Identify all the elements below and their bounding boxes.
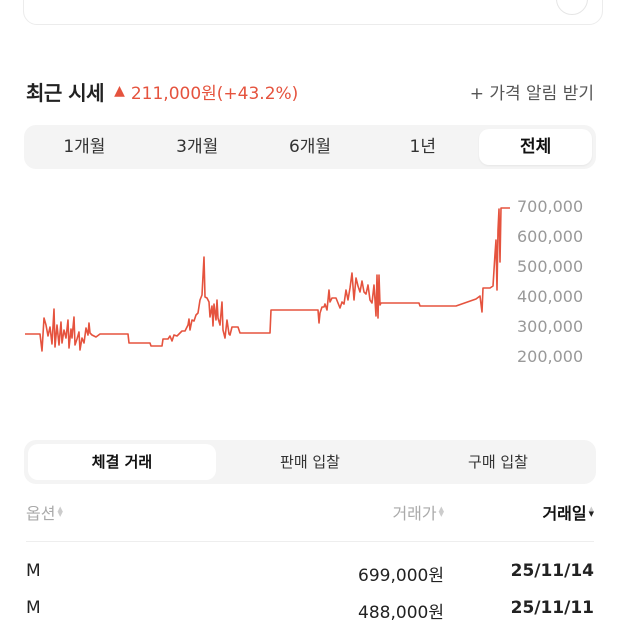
sort-icon: ▲ ▼ [438, 505, 444, 518]
row-date: 25/11/14 [510, 561, 594, 581]
price-chart[interactable] [0, 190, 620, 380]
tab-sell-bids[interactable]: 판매 입찰 [280, 453, 340, 471]
circle-button[interactable] [556, 0, 588, 15]
column-label: 거래일 [542, 504, 587, 523]
price-line [25, 207, 510, 352]
section-title: 최근 시세 [26, 80, 105, 105]
tab-all[interactable]: 전체 [479, 129, 592, 165]
column-label: 거래가 [392, 504, 437, 523]
row-date: 25/11/11 [510, 598, 594, 618]
table-divider [26, 541, 594, 542]
trade-tabs: 체결 거래 판매 입찰 구매 입찰 [24, 440, 596, 484]
tab-3-months[interactable]: 3개월 [176, 137, 219, 157]
column-header-option[interactable]: 옵션 ▲ ▼ [26, 500, 63, 524]
partial-text: ··· [46, 0, 62, 6]
up-triangle-icon: ▲ [114, 83, 125, 99]
column-header-date[interactable]: 거래일 ▲ ▼ [542, 500, 594, 524]
y-tick-600000: 600,000 [517, 227, 584, 246]
tab-1-year[interactable]: 1년 [409, 137, 437, 157]
recent-price-header: 최근 시세 ▲ 211,000원(+43.2%) + 가격 알림 받기 [26, 76, 594, 106]
period-tabs: 1개월 3개월 6개월 1년 전체 [24, 125, 596, 169]
row-option: M [26, 561, 41, 581]
y-tick-700000: 700,000 [517, 197, 584, 216]
tab-6-months[interactable]: 6개월 [288, 137, 332, 157]
price-alert-button[interactable]: + 가격 알림 받기 [469, 83, 594, 104]
y-tick-400000: 400,000 [517, 287, 584, 306]
sort-icon: ▲ ▼ [57, 505, 63, 518]
row-price: 699,000원 [358, 566, 444, 586]
sort-desc-icon: ▲ ▼ [588, 505, 594, 518]
tab-buy-bids[interactable]: 구매 입찰 [468, 453, 528, 471]
product-card-partial[interactable]: ··· [23, 0, 603, 25]
y-tick-300000: 300,000 [517, 317, 584, 336]
table-row: M 488,000원 25/11/11 [26, 598, 594, 624]
row-option: M [26, 598, 41, 618]
y-tick-500000: 500,000 [517, 257, 584, 276]
column-label: 옵션 [26, 504, 56, 523]
tab-completed-trades[interactable]: 체결 거래 [28, 444, 216, 480]
tab-1-month[interactable]: 1개월 [63, 137, 106, 157]
price-change: ▲ 211,000원(+43.2%) [114, 79, 298, 104]
column-header-price[interactable]: 거래가 ▲ ▼ [392, 500, 444, 524]
y-tick-200000: 200,000 [517, 347, 584, 366]
table-header: 옵션 ▲ ▼ 거래가 ▲ ▼ 거래일 ▲ ▼ [26, 500, 594, 526]
price-change-text: 211,000원(+43.2%) [130, 83, 299, 104]
table-row: M 699,000원 25/11/14 [26, 561, 594, 587]
row-price: 488,000원 [358, 603, 444, 623]
